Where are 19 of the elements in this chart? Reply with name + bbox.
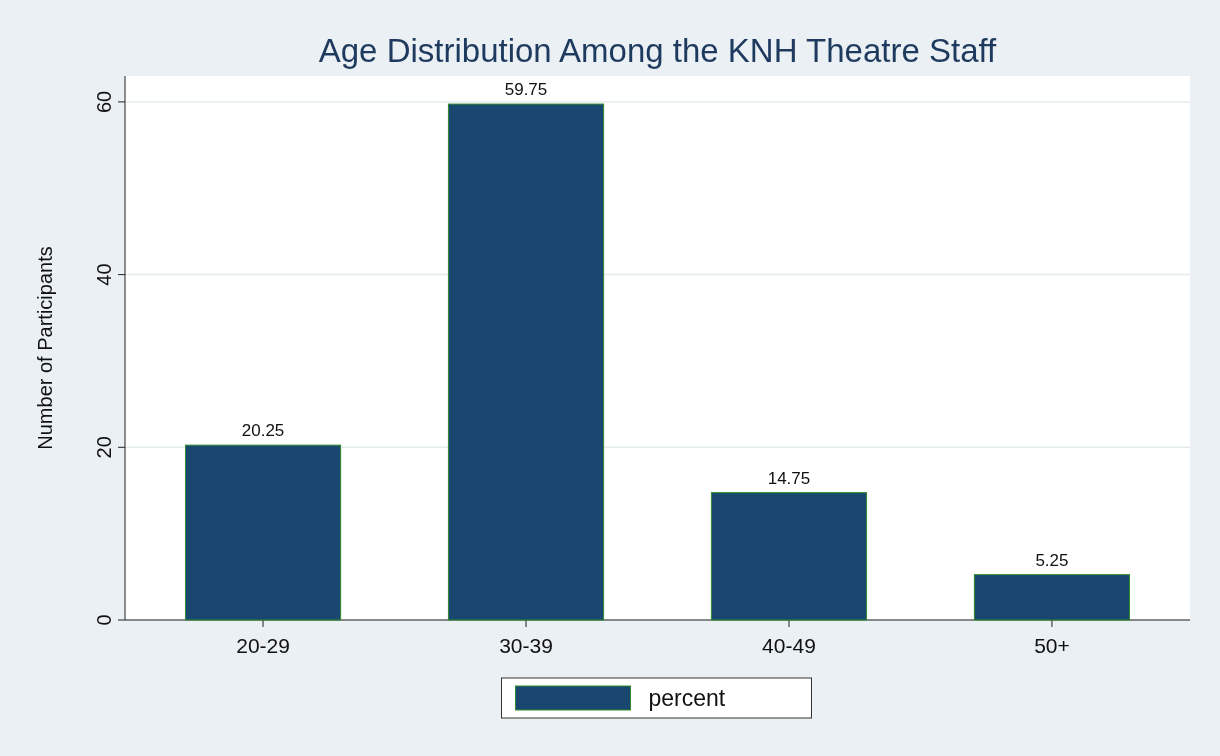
bar [973, 574, 1131, 621]
x-tick-label: 50+ [1034, 634, 1070, 657]
chart-title: Age Distribution Among the KNH Theatre Staff [318, 32, 998, 69]
data-label: 5.25 [1035, 550, 1069, 570]
x-tick-label: 20-29 [236, 634, 290, 657]
legend-label: percent [648, 685, 726, 711]
y-tick-label: 0 [93, 614, 115, 626]
data-label: 14.75 [767, 468, 811, 488]
data-label: 59.75 [504, 80, 548, 100]
y-axis-title: Number of Participants [34, 246, 56, 450]
x-tick-label: 40-49 [762, 634, 816, 657]
bar [184, 444, 342, 621]
y-tick-label: 40 [93, 263, 115, 286]
y-tick-label: 60 [93, 90, 115, 114]
data-label: 20.25 [241, 421, 285, 441]
x-tick-label: 30-39 [499, 634, 553, 657]
y-tick-label: 20 [93, 436, 115, 459]
bar [447, 103, 605, 621]
bar [710, 492, 868, 621]
